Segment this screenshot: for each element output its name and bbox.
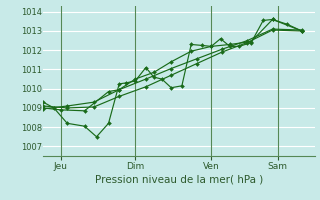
X-axis label: Pression niveau de la mer( hPa ): Pression niveau de la mer( hPa )	[95, 175, 263, 185]
